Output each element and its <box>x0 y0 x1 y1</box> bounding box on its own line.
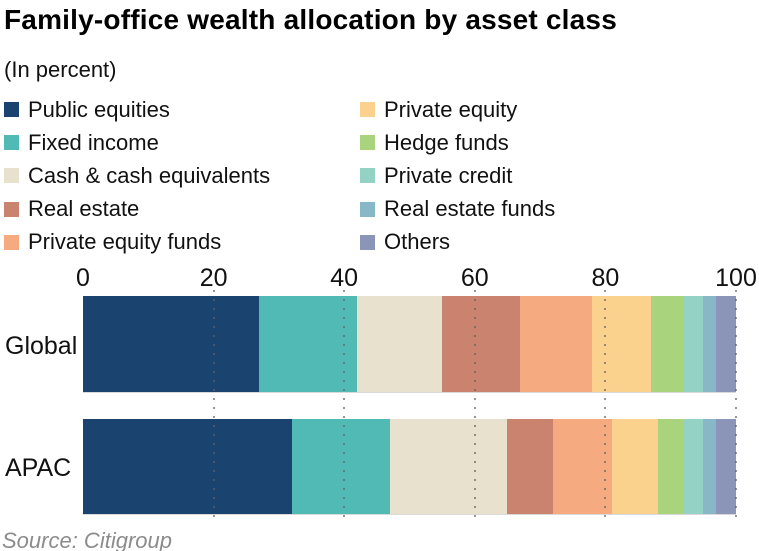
chart-title: Family-office wealth allocation by asset… <box>4 4 617 35</box>
legend-item: Private credit <box>360 159 555 192</box>
legend-swatch-icon <box>360 135 375 151</box>
bar-segment <box>83 296 260 392</box>
x-axis-tick-label: 100 <box>715 264 757 292</box>
bar-segment <box>592 296 652 392</box>
legend-item: Private equity <box>360 93 555 126</box>
legend-label: Real estate <box>28 196 140 222</box>
bar-segment <box>442 296 521 392</box>
x-axis-tick-label: 60 <box>460 264 489 292</box>
legend-item: Public equities <box>4 93 360 126</box>
bar-segment <box>703 419 717 514</box>
bar-segment <box>657 419 684 514</box>
gridline <box>212 290 215 521</box>
legend-label: Fixed income <box>28 129 159 155</box>
bar-segment <box>389 419 508 514</box>
bar-segment <box>611 419 658 514</box>
legend-swatch-icon <box>4 234 19 250</box>
legend-label: Others <box>384 229 451 255</box>
bar-segment <box>357 296 443 392</box>
legend-swatch-icon <box>4 135 19 151</box>
bar-segment <box>291 419 390 514</box>
legend-swatch-icon <box>4 102 19 118</box>
stacked-bar-apac <box>83 419 736 515</box>
legend-item: Cash & cash equivalents <box>4 159 360 192</box>
gridline <box>604 290 607 521</box>
legend-swatch-icon <box>4 201 19 217</box>
legend: Public equities Fixed income Cash & cash e… <box>4 93 555 259</box>
legend-item: Others <box>360 226 555 259</box>
stacked-bar-global <box>83 296 736 393</box>
legend-label: Private equity funds <box>28 229 222 255</box>
bar-segment <box>683 419 704 514</box>
bar-segment <box>520 296 593 392</box>
bar-segment <box>716 419 736 514</box>
legend-item: Real estate <box>4 193 360 226</box>
bar-segment <box>553 419 612 514</box>
bar-segment <box>507 419 554 514</box>
stacked-bar-chart: 0 20 40 60 80 100 <box>76 264 757 521</box>
legend-swatch-icon <box>360 234 375 250</box>
gridline <box>735 290 737 521</box>
legend-label: Private equity <box>384 96 518 122</box>
legend-item: Private equity funds <box>4 226 360 259</box>
legend-label: Private credit <box>384 162 513 188</box>
source-note: Source: Citigroup <box>2 528 172 551</box>
legend-label: Cash & cash equivalents <box>28 162 271 188</box>
legend-label: Real estate funds <box>384 196 556 222</box>
bar-row-global <box>83 296 736 393</box>
bar-segment <box>683 296 704 392</box>
legend-swatch-icon <box>360 102 375 118</box>
bar-segment <box>703 296 717 392</box>
legend-label: Hedge funds <box>384 129 509 155</box>
legend-item: Real estate funds <box>360 193 555 226</box>
bar-segment <box>716 296 736 392</box>
bar-segment <box>83 419 292 514</box>
chart-subtitle: (In percent) <box>4 57 117 82</box>
x-axis-tick-label: 80 <box>591 264 620 292</box>
gridline <box>473 290 476 521</box>
legend-swatch-icon <box>360 168 375 184</box>
gridline <box>343 290 346 521</box>
category-label-global: Global <box>5 332 78 360</box>
bar-segment <box>259 296 358 392</box>
category-label-apac: APAC <box>5 454 72 482</box>
legend-swatch-icon <box>4 168 19 184</box>
legend-swatch-icon <box>360 201 375 217</box>
plot-area <box>83 290 737 521</box>
legend-label: Public equities <box>28 96 170 122</box>
legend-item: Fixed income <box>4 126 360 159</box>
bar-row-apac <box>83 419 736 515</box>
x-axis-tick-label: 40 <box>330 264 359 292</box>
legend-item: Hedge funds <box>360 126 555 159</box>
x-axis-tick-label: 20 <box>199 264 228 292</box>
bar-segment <box>651 296 684 392</box>
x-axis-tick-label: 0 <box>76 264 90 292</box>
x-axis: 0 20 40 60 80 100 <box>76 264 757 296</box>
